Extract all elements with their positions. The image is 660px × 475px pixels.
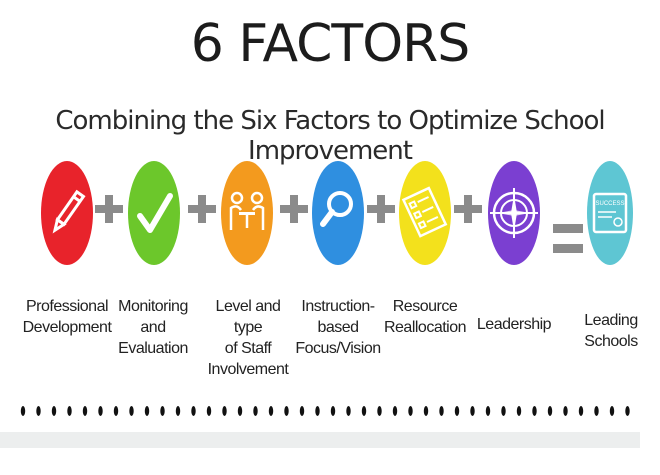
divider-dot [470,406,475,416]
divider-dot [268,406,274,416]
label-leadership: Leadership [476,316,552,333]
divider-dot [547,406,553,416]
divider-dot [594,406,599,416]
factor-leadership [486,160,542,266]
divider-dot [82,406,88,416]
label-professional-development: Professional Development [22,298,112,336]
page-title: 6 FACTORS [190,14,471,74]
divider-dot [315,406,320,416]
checkmark-icon [128,161,180,265]
label-monitoring-evaluation: Monitoring and Evaluation [118,298,188,357]
divider-dot [408,406,413,416]
factor-monitoring-evaluation [126,160,182,266]
checklist-icon [399,161,451,265]
divider-dot [423,406,429,416]
divider-dot [361,406,367,416]
certificate-icon: SUCCESS [587,161,633,265]
divider-dot [160,406,165,416]
meeting-icon [221,161,273,265]
divider-dot [20,406,26,416]
divider-dot [144,406,150,416]
footer-band [0,432,640,448]
divider-dot [67,406,72,416]
divider-dot [299,406,305,416]
divider-dot [625,406,630,416]
factor-staff-involvement [219,160,275,266]
divider-dot [175,406,181,416]
plus-operator [367,195,395,223]
divider-dot [191,406,196,416]
label-resource-reallocation: Resource Reallocation [383,298,467,336]
factor-resource-reallocation [397,160,453,266]
divider-dot [36,406,41,416]
label-leading-schools: Leading Schools [584,312,638,350]
divider-dot [346,406,351,416]
divider-dot [609,406,615,416]
label-staff-involvement: Level and type of Staff Involvement [207,298,289,378]
divider-dot [330,406,336,416]
factor-professional-development [39,160,95,266]
divider-dot [439,406,444,416]
divider-dot [222,406,227,416]
divider-dot [253,406,258,416]
divider-dot [51,406,57,416]
divider-dot [532,406,537,416]
divider-dot [516,406,522,416]
dotted-divider [20,406,630,416]
divider-dot [578,406,584,416]
pencil-icon [41,161,93,265]
magnifier-icon [312,161,364,265]
factor-instruction-focus [310,160,366,266]
divider-dot [563,406,568,416]
label-instruction-focus: Instruction- based Focus/Vision [295,298,381,357]
divider-dot [206,406,212,416]
divider-dot [454,406,460,416]
divider-dot [485,406,491,416]
divider-dot [392,406,398,416]
page-subtitle: Combining the Six Factors to Optimize Sc… [55,106,605,166]
certificate-text: SUCCESS [595,201,624,207]
plus-operator [454,195,482,223]
divider-dot [129,406,134,416]
divider-dot [113,406,119,416]
equals-operator [553,220,583,260]
plus-operator [188,195,216,223]
result-leading-schools: SUCCESS [586,160,634,266]
plus-operator [280,195,308,223]
compass-icon [488,161,540,265]
divider-dot [377,406,382,416]
divider-dot [501,406,506,416]
divider-dot [98,406,103,416]
divider-dot [284,406,289,416]
plus-operator [95,195,123,223]
divider-dot [237,406,243,416]
